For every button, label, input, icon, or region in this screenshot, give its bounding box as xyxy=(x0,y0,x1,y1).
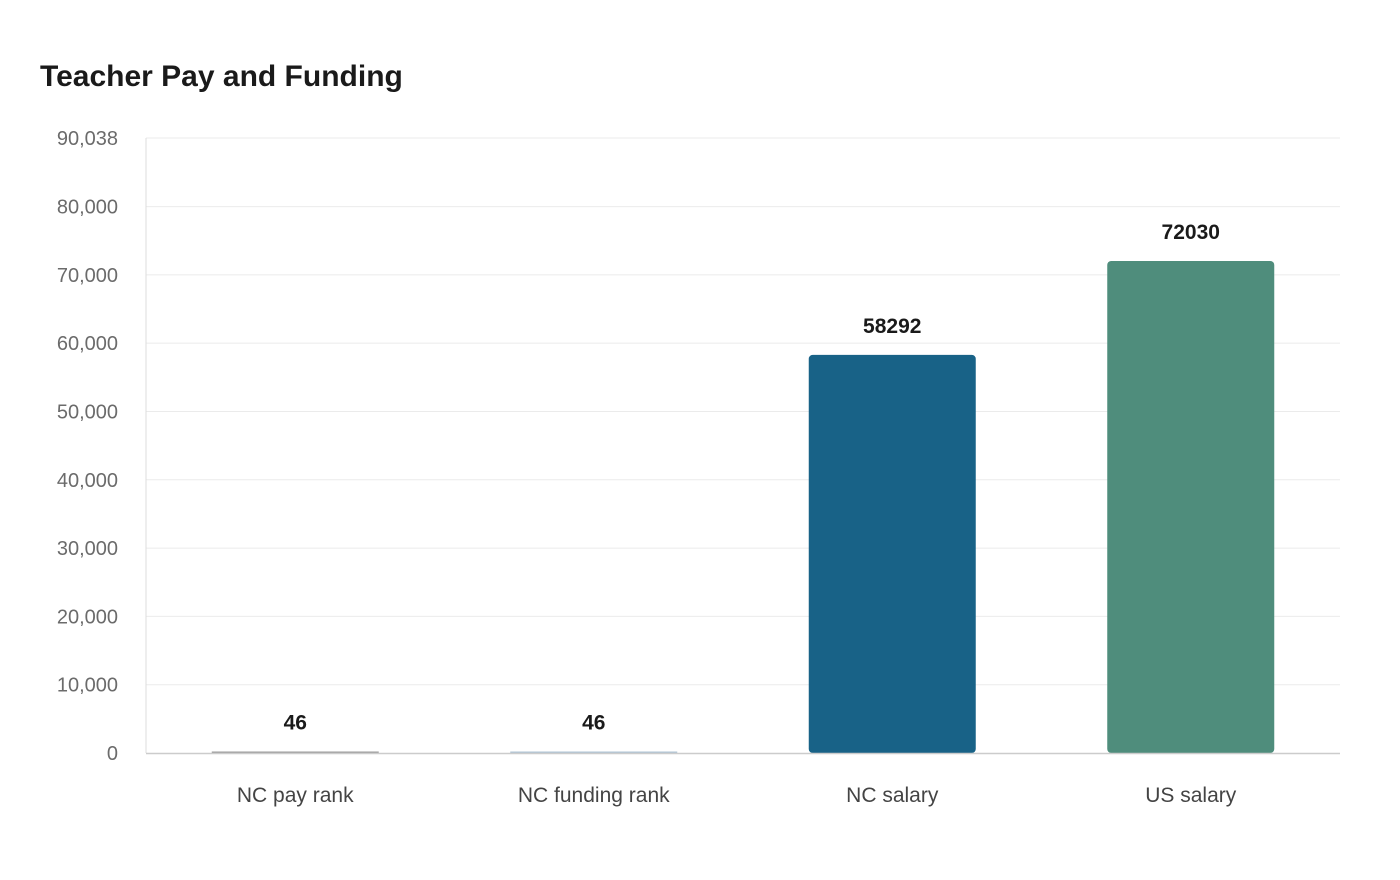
data-label: 46 xyxy=(582,712,605,735)
y-tick-label: 10,000 xyxy=(57,675,118,697)
x-tick-label: NC funding rank xyxy=(518,784,670,807)
data-label: 46 xyxy=(284,712,307,735)
y-tick-label: 50,000 xyxy=(57,401,118,423)
y-tick-label: 30,000 xyxy=(57,538,118,560)
data-label: 58292 xyxy=(863,315,921,338)
y-tick-label: 20,000 xyxy=(57,606,118,628)
bar xyxy=(510,751,678,753)
chart-title: Teacher Pay and Funding xyxy=(40,60,403,93)
y-tick-label: 40,000 xyxy=(57,470,118,492)
x-tick-label: US salary xyxy=(1145,784,1237,807)
bar xyxy=(808,354,976,753)
bar xyxy=(1107,261,1275,753)
y-tick-label: 70,000 xyxy=(57,265,118,287)
y-tick-label: 0 xyxy=(107,743,118,765)
x-tick-label: NC pay rank xyxy=(237,784,354,807)
data-label: 72030 xyxy=(1162,221,1220,244)
bar xyxy=(211,751,379,753)
x-tick-label: NC salary xyxy=(846,784,939,807)
y-tick-label: 80,000 xyxy=(57,197,118,219)
y-tick-label: 60,000 xyxy=(57,333,118,355)
y-tick-label: 90,038 xyxy=(57,128,118,150)
